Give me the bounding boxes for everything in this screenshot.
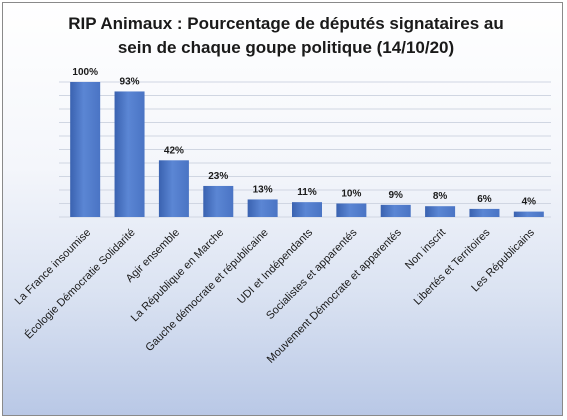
- category-label: Libertés et Territoires: [412, 226, 493, 307]
- category-label: La République en Marche: [129, 227, 227, 325]
- value-label: 9%: [389, 190, 404, 201]
- category-label: La France insoumise: [13, 227, 94, 308]
- bar: [336, 203, 367, 217]
- bar: [292, 202, 322, 217]
- bar: [70, 82, 101, 217]
- bar: [247, 199, 278, 217]
- category-label: UDI et Indépendants: [235, 226, 315, 306]
- bar: [469, 208, 500, 217]
- bars: [70, 82, 544, 217]
- category-label: Non inscrit: [403, 227, 448, 272]
- value-label: 23%: [208, 171, 228, 182]
- value-label: 100%: [72, 67, 98, 78]
- bar: [380, 204, 411, 217]
- chart-frame: RIP Animaux : Pourcentage de députés sig…: [2, 2, 563, 416]
- value-label: 6%: [477, 194, 492, 205]
- value-label: 11%: [297, 187, 317, 198]
- category-label: Socialistes et apparentés: [264, 226, 360, 322]
- bar: [158, 160, 189, 217]
- value-label: 93%: [120, 76, 140, 87]
- value-label: 42%: [164, 145, 184, 156]
- value-label: 8%: [433, 191, 448, 202]
- chart-title-line-1: RIP Animaux : Pourcentage de députés sig…: [68, 14, 504, 33]
- value-labels: 100% 93% 42% 23% 13% 11% 10% 9% 8% 6% 4%: [72, 67, 536, 208]
- value-label: 13%: [253, 184, 273, 195]
- value-label: 10%: [341, 189, 361, 200]
- value-label: 4%: [522, 197, 537, 208]
- bar: [114, 91, 145, 217]
- chart-title-line-2: sein de chaque goupe politique (14/10/20…: [118, 38, 454, 57]
- bar-chart: RIP Animaux : Pourcentage de députés sig…: [13, 14, 551, 366]
- bar: [203, 185, 234, 217]
- bar: [425, 206, 456, 217]
- bar: [513, 211, 544, 217]
